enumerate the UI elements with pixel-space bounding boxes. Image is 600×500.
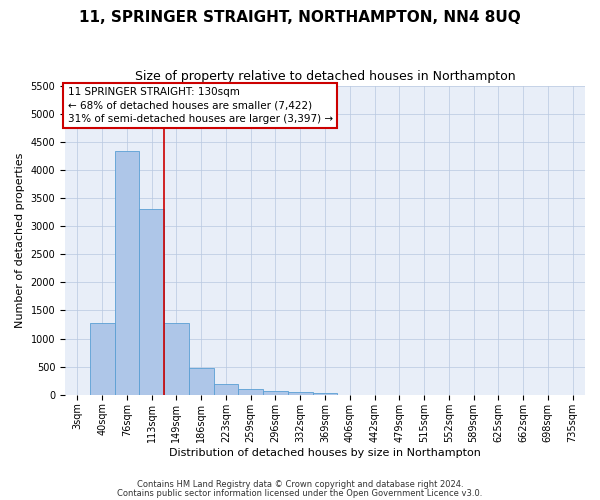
Bar (90, 324, 115, 395)
Bar (164, 324, 189, 395)
Bar (263, 391, 288, 395)
Bar (139, 210, 164, 395)
Text: 11, SPRINGER STRAIGHT, NORTHAMPTON, NN4 8UQ: 11, SPRINGER STRAIGHT, NORTHAMPTON, NN4 … (79, 10, 521, 25)
Text: Contains HM Land Registry data © Crown copyright and database right 2024.: Contains HM Land Registry data © Crown c… (137, 480, 463, 489)
Bar (238, 389, 263, 395)
X-axis label: Distribution of detached houses by size in Northampton: Distribution of detached houses by size … (169, 448, 481, 458)
Y-axis label: Number of detached properties: Number of detached properties (15, 152, 25, 328)
Bar (288, 392, 313, 395)
Bar (189, 368, 214, 395)
Bar (214, 384, 238, 395)
Bar (313, 392, 337, 395)
Bar (115, 151, 139, 395)
Text: Contains public sector information licensed under the Open Government Licence v3: Contains public sector information licen… (118, 488, 482, 498)
Text: 11 SPRINGER STRAIGHT: 130sqm
← 68% of detached houses are smaller (7,422)
31% of: 11 SPRINGER STRAIGHT: 130sqm ← 68% of de… (68, 87, 333, 124)
Title: Size of property relative to detached houses in Northampton: Size of property relative to detached ho… (135, 70, 515, 83)
